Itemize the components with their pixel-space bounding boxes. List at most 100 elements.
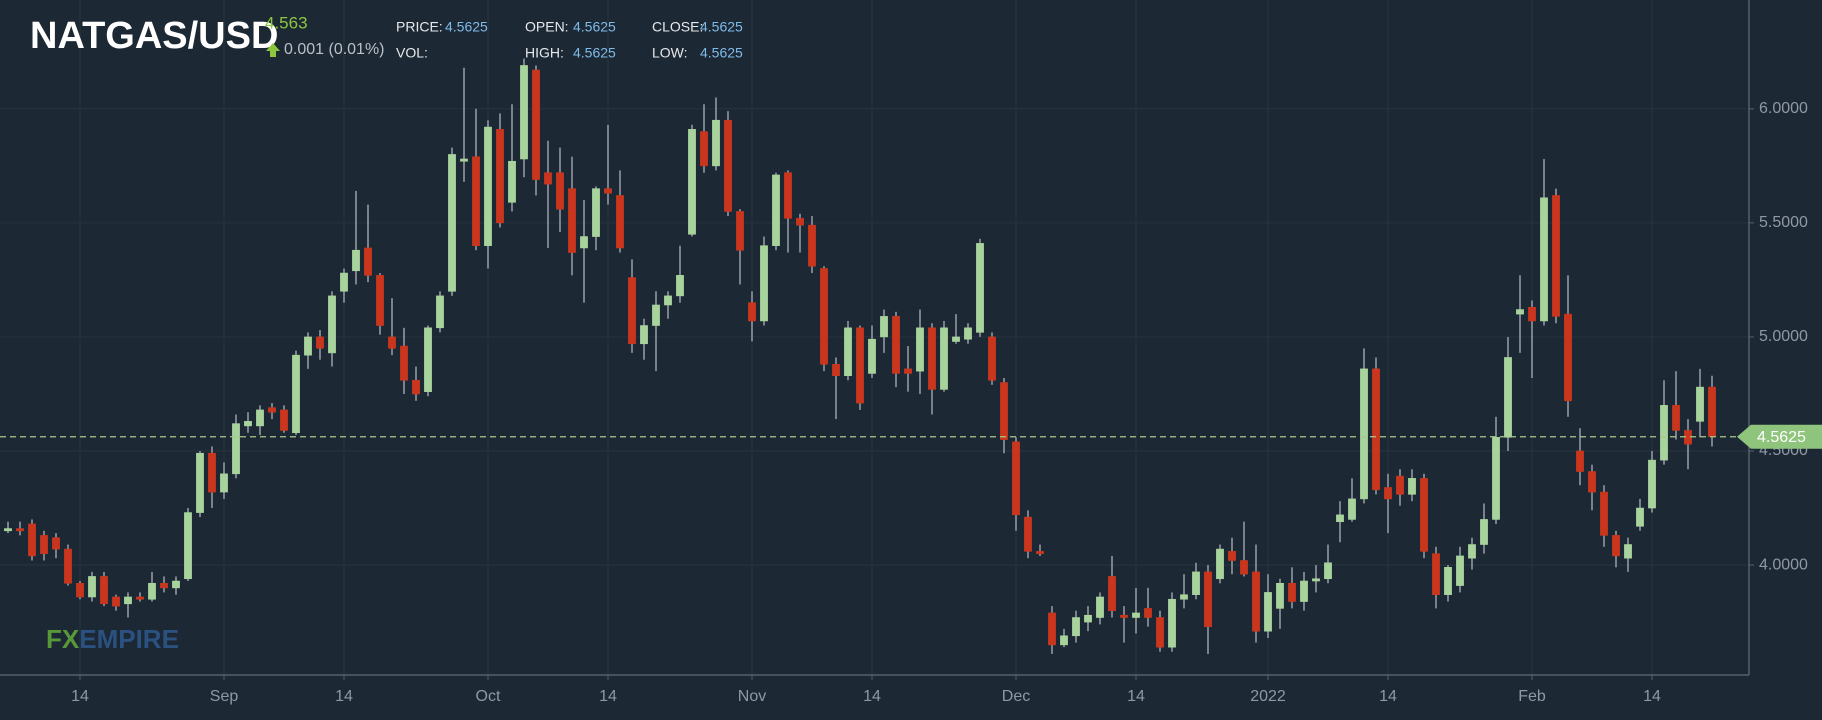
candle-body-down [1588,471,1596,493]
candle-body-up [1096,596,1104,618]
y-tick-label: 5.5000 [1759,214,1808,231]
candle-body-down [1144,608,1152,618]
candle-body-down [280,409,288,431]
y-tick-label: 6.0000 [1759,100,1808,117]
candle-body-up [1456,555,1464,586]
candle-body-up [1696,386,1704,422]
candle-body-down [100,576,108,605]
candle-body-up [1492,437,1500,520]
candle-body-up [148,582,156,600]
candle-body-up [88,576,96,598]
candle-body-up [232,423,240,475]
x-tick-label: 14 [1127,688,1145,705]
candle-body-up [1516,309,1524,315]
high-label: HIGH: [525,45,564,61]
candle-body-down [1024,516,1032,552]
candle-body-up [964,327,972,340]
candle-body-up [1636,507,1644,527]
logo-fx: FX [46,624,80,654]
candle-body-down [820,268,828,365]
x-tick-label: Dec [1002,688,1030,705]
candle-body-down [472,156,480,246]
x-tick-label: 14 [863,688,881,705]
candle-body-down [604,188,612,194]
candle-body-down [808,224,816,267]
candle-body-down [40,535,48,554]
x-tick-label: Feb [1518,688,1546,705]
logo-empire: EMPIRE [79,624,179,654]
candle-body-up [1072,617,1080,637]
x-tick-label: Sep [210,688,239,705]
candle-body-up [1348,498,1356,520]
candle-body-down [1672,405,1680,431]
candle-body-down [700,131,708,167]
candle-body-up [1660,405,1668,461]
candle-body-down [892,316,900,374]
candle-body-down [136,596,144,600]
change: 0.001 (0.01%) [284,41,385,58]
candle-body-down [1120,614,1128,618]
candle-body-down [928,327,936,390]
high-value: 4.5625 [573,45,616,61]
candle-body-down [796,218,804,226]
candle-body-up [880,316,888,338]
x-tick-label: 14 [1379,688,1397,705]
candle-body-up [976,243,984,333]
candle-body-up [712,119,720,167]
candle-body-up [244,421,252,427]
y-tick-label: 5.0000 [1759,328,1808,345]
candle-body-down [52,537,60,550]
candle-body-down [856,327,864,404]
candle-body-down [616,195,624,249]
candle-body-down [1372,368,1380,491]
candle-body-up [304,336,312,356]
close-label: CLOSE: [652,19,703,35]
vol-label: VOL: [396,45,428,61]
low-value: 4.5625 [700,45,743,61]
candle-body-up [676,275,684,297]
open-value: 4.5625 [573,19,616,35]
candle-body-up [1276,582,1284,609]
close-value: 4.5625 [700,19,743,35]
candle-body-down [1432,553,1440,596]
candle-body-up [484,126,492,246]
candle-body-up [1312,578,1320,582]
candle-body-down [1396,475,1404,495]
candle-body-up [436,295,444,329]
candles [4,58,1716,655]
candle-body-up [940,327,948,390]
candle-body-up [1300,580,1308,602]
candle-body-up [1624,544,1632,559]
low-label: LOW: [652,45,688,61]
candle-body-up [1324,562,1332,580]
candle-body-down [1048,612,1056,646]
candle-body-down [28,523,36,557]
candle-body-down [76,582,84,598]
candle-body-up [1468,544,1476,559]
x-tick-label: Nov [738,688,766,705]
candle-body-up [256,409,264,427]
candle-body-up [652,304,660,326]
candle-body-down [556,172,564,210]
candle-body-up [328,295,336,354]
candle-body-down [544,172,552,185]
open-label: OPEN: [525,19,569,35]
candle-body-up [340,272,348,292]
candle-body-down [784,172,792,219]
candle-body-down [376,275,384,326]
candle-body-up [1444,567,1452,596]
candle-body-up [352,249,360,272]
candle-body-up [196,452,204,513]
grid [0,0,1749,675]
candle-body-up [520,65,528,160]
candle-body-up [592,188,600,237]
x-tick-label: 14 [335,688,353,705]
candle-body-up [1504,357,1512,438]
candle-body-up [1408,478,1416,495]
candle-body-up [1192,571,1200,596]
candle-body-down [160,582,168,589]
candle-body-down [532,69,540,180]
candle-body-down [1156,617,1164,648]
candle-body-down [316,336,324,349]
